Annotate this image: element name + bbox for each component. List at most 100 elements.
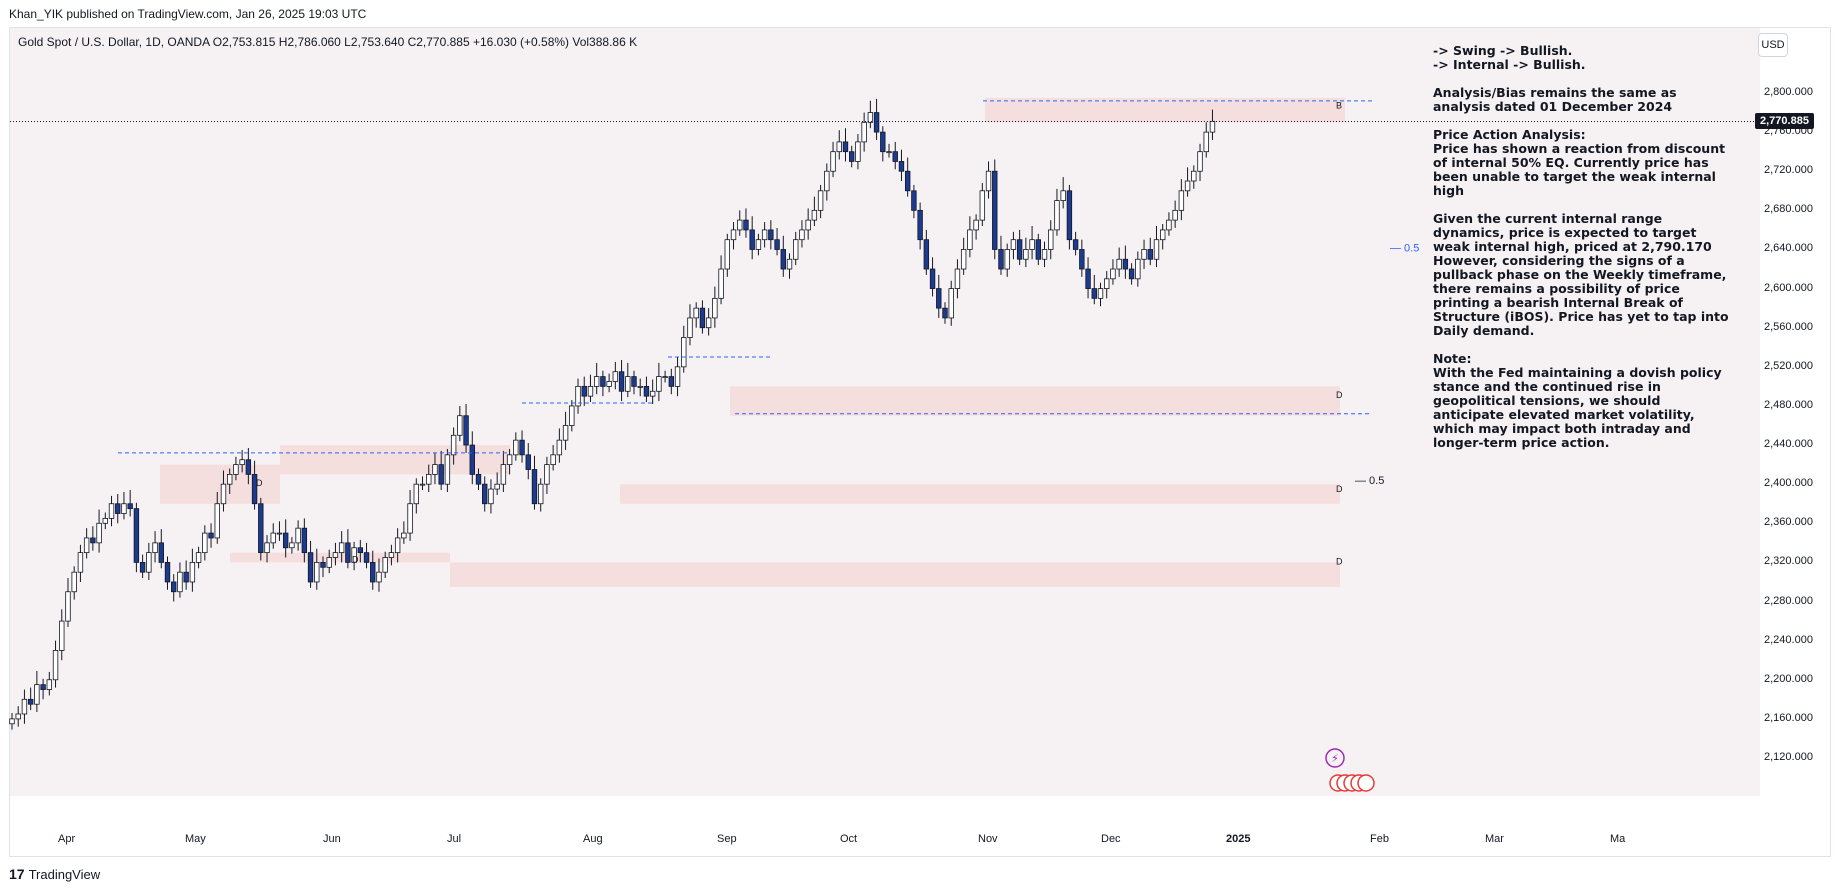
candle-body[interactable] (842, 141, 849, 153)
currency-button[interactable]: USD (1758, 33, 1788, 57)
candle-body[interactable] (917, 209, 923, 241)
candle-body[interactable] (849, 151, 855, 162)
candle-body[interactable] (1191, 170, 1197, 182)
candle-body[interactable] (836, 141, 842, 153)
candle-body[interactable] (1041, 249, 1048, 260)
demand-zone[interactable] (620, 484, 1340, 504)
candle-body[interactable] (817, 190, 824, 211)
candle-body[interactable] (276, 532, 283, 535)
candle-body[interactable] (65, 591, 71, 622)
tradingview-brand[interactable]: 17 TradingView (9, 866, 100, 882)
candle-body[interactable] (251, 473, 258, 505)
candle-body[interactable] (220, 483, 227, 505)
candle-body[interactable] (904, 170, 911, 192)
candle-body[interactable] (668, 376, 675, 387)
candle-body[interactable] (1035, 239, 1041, 260)
candle-body[interactable] (1172, 209, 1178, 221)
candle-body[interactable] (506, 454, 513, 466)
candle-body[interactable] (687, 317, 693, 338)
candle-body[interactable] (401, 532, 407, 539)
candle-body[interactable] (1104, 278, 1110, 289)
demand-zone[interactable] (450, 562, 1340, 587)
candle-body[interactable] (326, 557, 332, 568)
demand-zone[interactable] (160, 464, 280, 504)
candle-body[interactable] (152, 542, 158, 554)
candle-body[interactable] (301, 527, 308, 554)
candle-body[interactable] (469, 444, 475, 475)
candle-body[interactable] (755, 239, 762, 250)
candle-body[interactable] (867, 112, 874, 123)
candle-body[interactable] (457, 415, 463, 436)
candle-body[interactable] (52, 650, 59, 681)
demand-zone[interactable] (985, 97, 1345, 123)
candle-body[interactable] (407, 503, 413, 534)
candle-body[interactable] (538, 483, 544, 505)
candle-body[interactable] (911, 190, 917, 211)
candle-body[interactable] (618, 371, 625, 392)
candle-body[interactable] (338, 542, 345, 554)
candle-body[interactable] (1184, 180, 1191, 192)
candle-body[interactable] (799, 229, 805, 241)
candle-body[interactable] (737, 219, 743, 231)
candle-body[interactable] (289, 542, 295, 549)
candle-body[interactable] (1066, 190, 1073, 241)
candle-body[interactable] (363, 552, 370, 563)
candle-body[interactable] (581, 385, 587, 397)
candle-body[interactable] (780, 249, 786, 270)
candle-body[interactable] (606, 381, 612, 387)
candle-body[interactable] (202, 532, 208, 554)
candle-body[interactable] (444, 454, 451, 485)
candle-body[interactable] (544, 464, 550, 485)
candle-body[interactable] (699, 307, 706, 329)
candle-body[interactable] (370, 562, 376, 583)
candle-body[interactable] (376, 571, 382, 583)
candle-body[interactable] (133, 508, 140, 563)
candle-body[interactable] (15, 713, 21, 720)
candle-body[interactable] (631, 376, 637, 387)
candle-body[interactable] (419, 483, 426, 486)
candle-body[interactable] (233, 464, 239, 475)
candle-body[interactable] (1085, 268, 1091, 289)
candle-body[interactable] (600, 376, 606, 387)
candle-body[interactable] (115, 503, 121, 514)
candle-body[interactable] (27, 698, 34, 705)
candle-body[interactable] (519, 439, 525, 456)
candle-body[interactable] (886, 151, 892, 154)
candle-body[interactable] (345, 542, 351, 563)
candle-body[interactable] (382, 557, 388, 573)
candle-body[interactable] (1116, 258, 1122, 270)
candle-body[interactable] (307, 552, 314, 583)
candle-body[interactable] (1016, 239, 1023, 260)
candle-body[interactable] (183, 571, 189, 583)
candle-body[interactable] (432, 464, 438, 475)
candle-body[interactable] (730, 229, 737, 241)
candle-body[interactable] (239, 459, 245, 466)
candle-body[interactable] (612, 371, 619, 382)
candle-body[interactable] (569, 405, 575, 426)
candle-body[interactable] (357, 547, 364, 554)
candle-body[interactable] (873, 112, 880, 133)
candle-body[interactable] (1153, 239, 1160, 260)
candle-body[interactable] (488, 488, 494, 505)
candle-body[interactable] (351, 547, 357, 563)
candle-body[interactable] (208, 532, 214, 539)
candle-body[interactable] (413, 483, 419, 505)
candle-body[interactable] (824, 170, 830, 192)
candle-body[interactable] (1147, 249, 1153, 260)
candle-body[interactable] (805, 219, 811, 231)
candle-body[interactable] (656, 376, 662, 392)
candle-body[interactable] (121, 503, 127, 514)
candle-body[interactable] (388, 552, 395, 558)
candle-body[interactable] (768, 229, 774, 241)
candle-body[interactable] (936, 288, 942, 309)
candle-body[interactable] (743, 219, 749, 231)
candle-body[interactable] (556, 439, 563, 456)
candle-body[interactable] (1135, 258, 1141, 280)
candle-body[interactable] (643, 385, 650, 397)
candle-body[interactable] (898, 161, 905, 172)
candle-body[interactable] (158, 542, 164, 563)
candle-body[interactable] (1110, 268, 1116, 280)
demand-zone[interactable] (730, 386, 1340, 416)
candle-body[interactable] (258, 503, 264, 554)
